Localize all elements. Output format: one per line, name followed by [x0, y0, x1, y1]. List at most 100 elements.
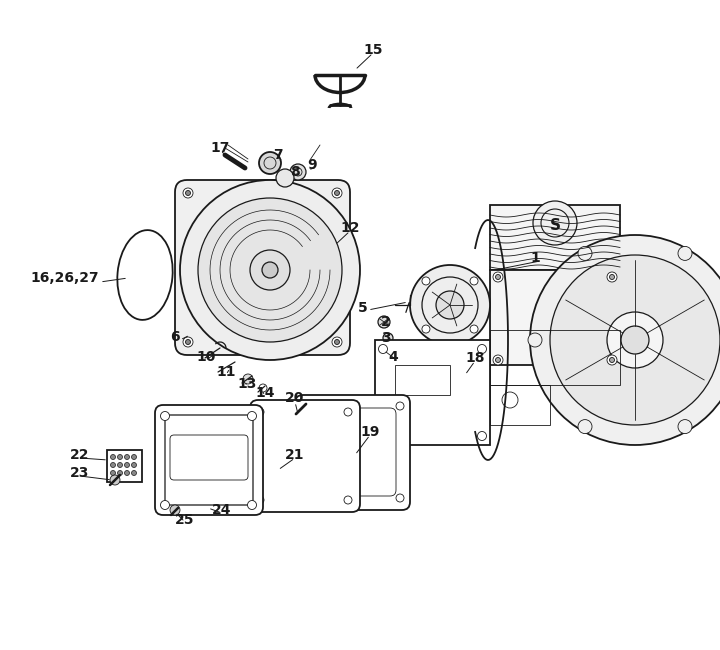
Circle shape: [378, 316, 390, 328]
Circle shape: [186, 339, 191, 344]
Circle shape: [125, 463, 130, 467]
Circle shape: [530, 235, 720, 445]
Circle shape: [493, 272, 503, 282]
Circle shape: [396, 402, 404, 410]
Circle shape: [290, 164, 306, 180]
Text: 17: 17: [210, 141, 230, 155]
Circle shape: [301, 494, 309, 502]
FancyBboxPatch shape: [295, 395, 410, 510]
Circle shape: [161, 411, 169, 421]
Circle shape: [110, 463, 115, 467]
Circle shape: [259, 152, 281, 174]
Text: 4: 4: [388, 350, 397, 364]
Circle shape: [180, 180, 360, 360]
Circle shape: [383, 333, 393, 343]
Circle shape: [132, 471, 137, 476]
Circle shape: [335, 339, 340, 344]
Circle shape: [250, 250, 290, 290]
Bar: [490, 330, 620, 385]
Text: 8: 8: [290, 165, 300, 179]
Circle shape: [248, 500, 256, 510]
Circle shape: [607, 355, 617, 365]
Text: S: S: [549, 218, 560, 233]
FancyBboxPatch shape: [250, 400, 360, 512]
Circle shape: [410, 265, 490, 345]
Circle shape: [110, 471, 115, 476]
Circle shape: [678, 420, 692, 434]
Circle shape: [386, 351, 394, 359]
Text: 25: 25: [175, 513, 194, 527]
Circle shape: [132, 454, 137, 460]
Circle shape: [110, 475, 120, 485]
Bar: [375, 340, 490, 445]
Bar: [107, 450, 142, 482]
Circle shape: [276, 169, 294, 187]
Circle shape: [396, 494, 404, 502]
Circle shape: [183, 337, 193, 347]
Circle shape: [243, 374, 253, 384]
Circle shape: [621, 326, 649, 354]
Text: 14: 14: [255, 386, 274, 400]
Circle shape: [117, 454, 122, 460]
Circle shape: [578, 420, 592, 434]
Circle shape: [256, 408, 264, 416]
Circle shape: [422, 277, 430, 285]
Circle shape: [477, 432, 487, 441]
Text: 16,26,27: 16,26,27: [30, 271, 99, 285]
Circle shape: [436, 291, 464, 319]
Circle shape: [422, 325, 430, 333]
Text: 12: 12: [340, 221, 359, 235]
Circle shape: [256, 496, 264, 504]
Text: 13: 13: [237, 377, 256, 391]
Circle shape: [495, 358, 500, 363]
Circle shape: [117, 471, 122, 476]
Circle shape: [578, 246, 592, 261]
Text: 3: 3: [381, 331, 391, 345]
Text: 5: 5: [358, 301, 368, 315]
Text: 9: 9: [307, 158, 317, 172]
Text: 15: 15: [363, 43, 382, 57]
Circle shape: [528, 333, 542, 347]
Circle shape: [262, 262, 278, 278]
FancyBboxPatch shape: [155, 405, 263, 515]
Circle shape: [198, 198, 342, 342]
Circle shape: [186, 190, 191, 196]
FancyBboxPatch shape: [175, 180, 350, 355]
Circle shape: [607, 272, 617, 282]
Text: 24: 24: [212, 503, 232, 517]
Circle shape: [332, 337, 342, 347]
Circle shape: [678, 246, 692, 261]
Text: 7: 7: [273, 148, 283, 162]
Circle shape: [379, 432, 387, 441]
Circle shape: [125, 471, 130, 476]
Ellipse shape: [117, 230, 173, 320]
Text: 11: 11: [216, 365, 235, 379]
Circle shape: [493, 355, 503, 365]
Circle shape: [161, 500, 169, 510]
Text: 23: 23: [70, 466, 89, 480]
Circle shape: [170, 505, 180, 515]
Circle shape: [610, 358, 614, 363]
Circle shape: [470, 325, 478, 333]
Circle shape: [117, 463, 122, 467]
Text: 22: 22: [70, 448, 89, 462]
Bar: [490, 385, 550, 425]
Text: 1: 1: [530, 251, 540, 265]
Circle shape: [125, 454, 130, 460]
Text: 10: 10: [196, 350, 215, 364]
Text: 19: 19: [360, 425, 379, 439]
Circle shape: [533, 201, 577, 245]
Text: 6: 6: [170, 330, 179, 344]
Circle shape: [132, 463, 137, 467]
Bar: [395, 365, 450, 395]
Circle shape: [344, 496, 352, 504]
Circle shape: [335, 190, 340, 196]
Circle shape: [296, 406, 304, 414]
Text: 2: 2: [381, 315, 391, 329]
Circle shape: [470, 277, 478, 285]
Text: 21: 21: [285, 448, 305, 462]
Circle shape: [607, 312, 663, 368]
Circle shape: [248, 411, 256, 421]
Circle shape: [610, 274, 614, 280]
Circle shape: [332, 188, 342, 198]
